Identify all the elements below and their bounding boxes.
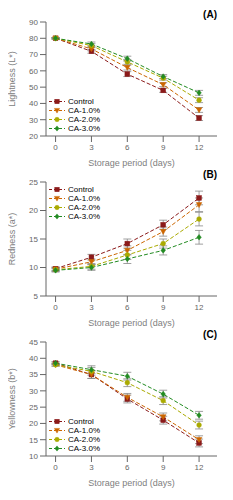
svg-text:6: 6 [125,463,130,472]
svg-text:25: 25 [29,403,38,412]
svg-text:20: 20 [29,206,38,215]
svg-text:Storage period (days): Storage period (days) [88,478,175,488]
html-text:CA-3.0%: CA-3.0% [68,444,100,453]
svg-text:25: 25 [29,178,38,187]
svg-text:Storage period (days): Storage period (days) [88,158,175,168]
svg-text:5: 5 [34,292,39,301]
svg-text:3: 3 [89,303,94,312]
svg-text:3: 3 [89,143,94,152]
html-text:(B): (B) [203,169,217,180]
svg-text:50: 50 [29,83,38,92]
svg-text:80: 80 [29,34,38,43]
svg-text:30: 30 [29,387,38,396]
svg-text:Yellowness (b*): Yellowness (b*) [8,368,17,430]
svg-text:0: 0 [53,303,58,312]
html-text:CA-2.0%: CA-2.0% [68,435,100,444]
svg-text:40: 40 [29,354,38,363]
svg-text:9: 9 [161,143,166,152]
html-text:CA-1.0%: CA-1.0% [68,426,100,435]
svg-text:Storage period (days): Storage period (days) [88,318,175,328]
html-text:CA-3.0%: CA-3.0% [68,124,100,133]
html-text:CA-1.0%: CA-1.0% [68,106,100,115]
svg-text:12: 12 [195,463,204,472]
svg-text:Lightness (L*): Lightness (L*) [8,51,17,107]
svg-text:70: 70 [29,50,38,59]
svg-text:6: 6 [125,143,130,152]
svg-text:10: 10 [29,452,38,461]
svg-text:12: 12 [195,303,204,312]
svg-text:15: 15 [29,436,38,445]
html-text:CA-1.0%: CA-1.0% [68,194,100,203]
svg-text:35: 35 [29,370,38,379]
svg-text:90: 90 [29,18,38,27]
svg-text:3: 3 [89,463,94,472]
svg-text:20: 20 [29,132,38,141]
svg-text:20: 20 [29,419,38,428]
svg-text:Redness (a*): Redness (a*) [8,213,17,266]
svg-text:12: 12 [195,143,204,152]
html-text:CA-2.0%: CA-2.0% [68,115,100,124]
html-text:CA-3.0%: CA-3.0% [68,212,100,221]
svg-text:9: 9 [161,463,166,472]
svg-text:10: 10 [29,263,38,272]
html-text:(C): (C) [203,329,217,340]
svg-text:60: 60 [29,67,38,76]
html-text:CA-2.0%: CA-2.0% [68,203,100,212]
svg-text:0: 0 [53,143,58,152]
svg-text:45: 45 [29,338,38,347]
svg-text:15: 15 [29,235,38,244]
svg-text:6: 6 [125,303,130,312]
svg-text:40: 40 [29,99,38,108]
html-text:Control: Control [68,185,94,194]
svg-text:9: 9 [161,303,166,312]
html-text:(A): (A) [203,9,217,20]
html-text:Control: Control [68,97,94,106]
html-text:Control: Control [68,417,94,426]
svg-text:0: 0 [53,463,58,472]
svg-text:30: 30 [29,116,38,125]
